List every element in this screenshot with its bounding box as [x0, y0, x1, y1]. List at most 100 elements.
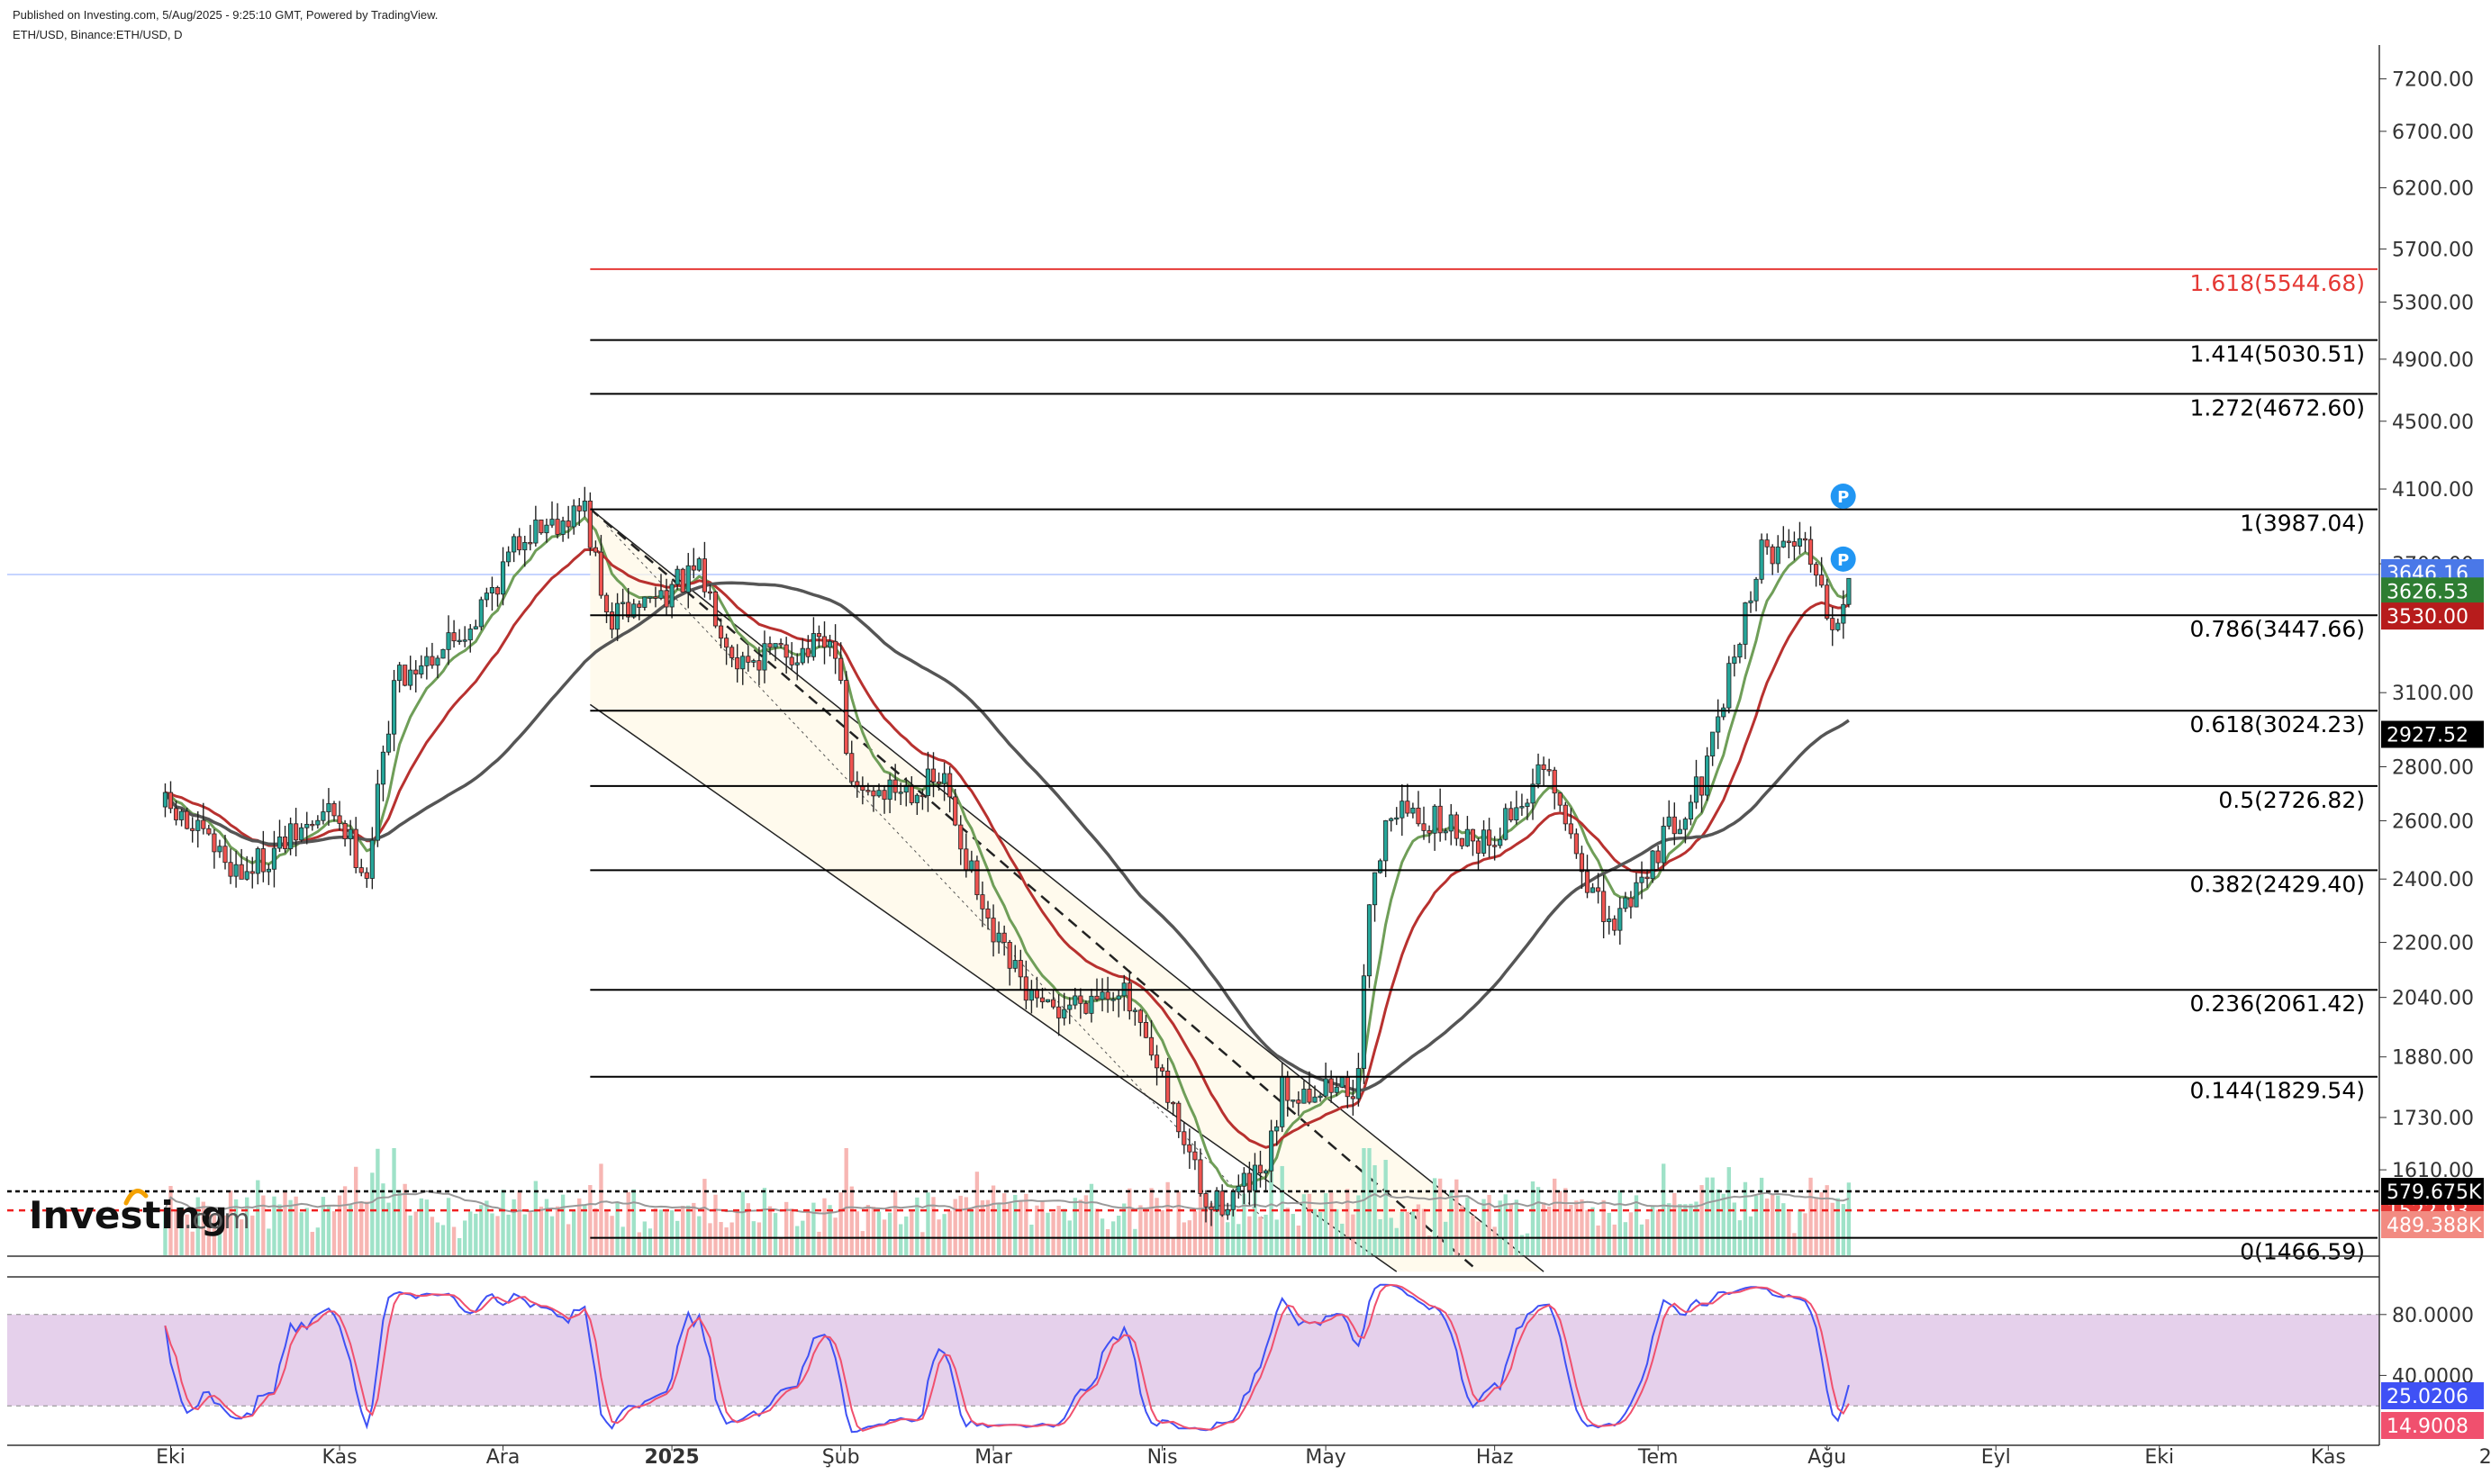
candle — [1062, 992, 1067, 1026]
candle-body — [1192, 1151, 1198, 1161]
candle — [1546, 758, 1552, 776]
volume-bar — [1787, 1211, 1791, 1255]
candle — [1568, 808, 1573, 839]
candle-body — [1007, 942, 1012, 969]
price-tick-label: 5700.00 — [2392, 240, 2474, 262]
volume-bar — [1209, 1203, 1214, 1255]
candle-body — [1661, 826, 1666, 864]
candle-body — [1225, 1208, 1230, 1216]
candle — [1339, 1076, 1345, 1089]
candle — [1083, 1000, 1089, 1015]
candle — [419, 655, 424, 679]
candle — [179, 809, 185, 827]
candle-body — [1214, 1190, 1219, 1210]
candle — [467, 624, 473, 653]
candle-body — [658, 590, 664, 599]
volume-bar — [833, 1217, 838, 1255]
candle-body — [228, 862, 233, 877]
volume-bar — [985, 1199, 991, 1255]
candle — [233, 850, 239, 888]
stoch-d-badge: 14.9008 — [2381, 1412, 2484, 1439]
candle — [942, 762, 947, 801]
volume-bar — [1083, 1195, 1089, 1255]
volume-bar — [899, 1224, 903, 1255]
candle-body — [1519, 806, 1525, 809]
candle-body — [1039, 997, 1046, 1002]
candle — [778, 638, 784, 648]
candle-body — [271, 847, 277, 870]
candle-body — [1154, 1054, 1160, 1069]
volume-bar — [1716, 1189, 1720, 1255]
volume-bar — [1759, 1177, 1764, 1255]
candle — [1132, 1007, 1137, 1026]
volume-bar — [1569, 1204, 1573, 1255]
candle-body — [865, 790, 871, 792]
candle-body — [1110, 999, 1116, 1001]
volume-bar — [724, 1227, 729, 1255]
volume-bar — [1514, 1199, 1519, 1255]
volume-bar — [1655, 1209, 1661, 1255]
candle — [751, 658, 756, 667]
candle — [724, 633, 729, 665]
candle — [871, 787, 876, 812]
candle — [1557, 792, 1563, 812]
candle-body — [675, 568, 680, 585]
candle — [1498, 828, 1503, 849]
volume-bar — [920, 1232, 925, 1255]
candle — [1579, 846, 1585, 890]
candle — [865, 783, 871, 796]
volume-bar — [980, 1199, 985, 1255]
candle-body — [522, 542, 528, 551]
candle-body — [919, 794, 925, 798]
candle — [473, 620, 478, 630]
time-tick-label: May — [1305, 1446, 1345, 1469]
volume-bar — [865, 1205, 871, 1255]
candle — [1573, 828, 1579, 859]
price-tick-label: 6200.00 — [2392, 178, 2474, 201]
volume-pane — [7, 1148, 2379, 1255]
candle — [653, 586, 658, 608]
volume-bar — [860, 1231, 865, 1255]
candle-body — [315, 819, 321, 826]
candle — [821, 621, 828, 665]
price-tick-label: 2400.00 — [2392, 869, 2474, 891]
volume-bar — [1835, 1198, 1840, 1255]
candle — [1361, 964, 1367, 1084]
candle-body — [1378, 860, 1383, 873]
candle — [1105, 976, 1110, 1013]
candle-body — [756, 660, 762, 671]
volume-bar — [958, 1195, 963, 1255]
volume-bar — [555, 1206, 560, 1255]
volume-bar — [1203, 1200, 1209, 1255]
candle-body — [478, 599, 484, 628]
candle — [1623, 891, 1628, 912]
stoch-tick-label: 80.0000 — [2392, 1305, 2474, 1327]
candle-body — [1148, 1036, 1155, 1056]
candle-body — [1427, 829, 1432, 834]
candle — [1519, 793, 1525, 816]
candle — [1596, 873, 1601, 904]
volume-bar — [1771, 1193, 1775, 1255]
candle-body — [326, 802, 331, 812]
stoch-k-badge-bg — [2381, 1382, 2484, 1409]
candle — [1775, 535, 1780, 574]
candle — [1067, 997, 1073, 1025]
candle-body — [685, 565, 691, 593]
candle-body — [882, 790, 887, 801]
candle-body — [1127, 982, 1132, 1012]
volume-bar — [915, 1197, 919, 1255]
candle — [1137, 1009, 1143, 1036]
candle-body — [1323, 1078, 1328, 1097]
volume-bar — [294, 1196, 298, 1255]
candle — [1726, 656, 1732, 714]
candle — [1355, 1053, 1361, 1107]
volume-bar — [490, 1213, 494, 1255]
channel-drawing — [589, 508, 1544, 1272]
candle-body — [1280, 1076, 1285, 1127]
candle — [1230, 1189, 1236, 1217]
candle-body — [446, 632, 451, 650]
candle-body — [544, 524, 549, 534]
time-tick-label: Tem — [1637, 1446, 1679, 1469]
candle — [348, 819, 353, 856]
candle-body — [964, 848, 969, 872]
